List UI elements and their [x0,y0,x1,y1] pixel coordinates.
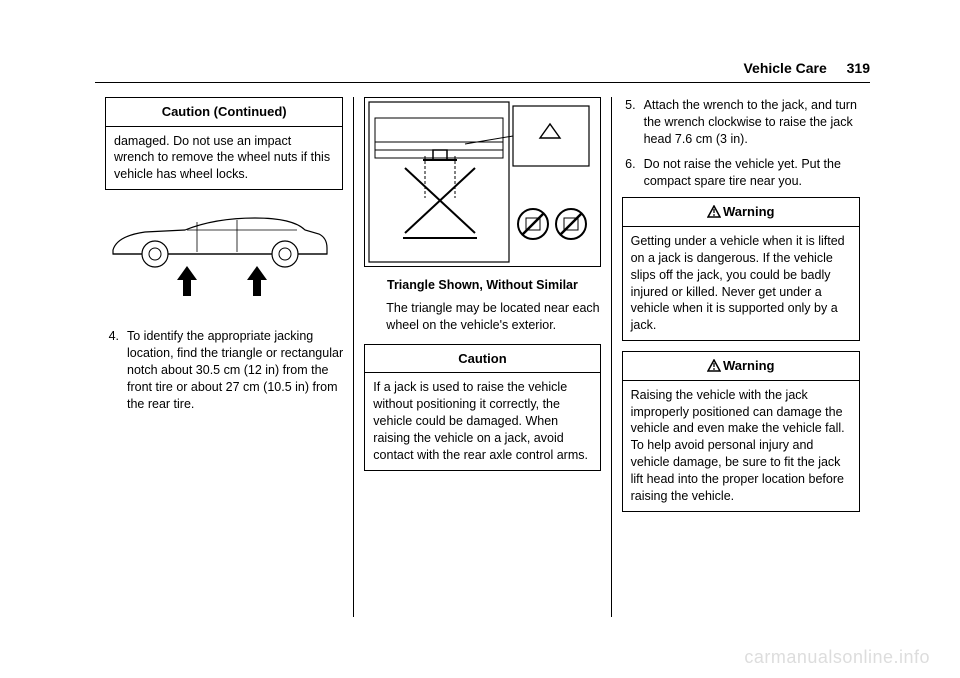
warning-body: Getting under a vehicle when it is lifte… [623,227,859,340]
watermark: carmanualsonline.info [744,647,930,668]
caution-box: Caution If a jack is used to raise the v… [364,344,600,471]
step-number: 4. [105,328,127,412]
jack-diagram [365,98,595,268]
warning-box-1: Warning Getting under a vehicle when it … [622,197,860,341]
warning-header: Warning [623,352,859,381]
page-number: 319 [847,60,870,76]
columns: Caution (Continued) damaged. Do not use … [95,97,870,617]
step-text: Do not raise the vehicle yet. Put the co… [644,156,860,190]
column-3: 5. Attach the wrench to the jack, and tu… [612,97,870,617]
step-text: To identify the appropriate jacking loca… [127,328,343,412]
caution-header: Caution (Continued) [106,98,342,127]
column-2: Triangle Shown, Without Similar The tria… [353,97,611,617]
warning-label: Warning [723,358,775,373]
warning-body: Raising the vehicle with the jack improp… [623,381,859,511]
caution-body: If a jack is used to raise the vehicle w… [365,373,599,469]
warning-triangle-icon [707,205,721,218]
column-1: Caution (Continued) damaged. Do not use … [95,97,353,617]
step-list-col1: 4. To identify the appropriate jacking l… [105,328,343,412]
step-list-col3: 5. Attach the wrench to the jack, and tu… [622,97,860,189]
jack-triangle-figure [364,97,600,267]
warning-triangle-icon [707,359,721,372]
warning-label: Warning [723,204,775,219]
caution-box-continued: Caution (Continued) damaged. Do not use … [105,97,343,190]
car-jack-points-figure [105,208,343,318]
figure-caption: Triangle Shown, Without Similar [364,277,600,294]
car-side-diagram [105,208,335,318]
section-title: Vehicle Care [743,60,826,76]
manual-page: Vehicle Care 319 Caution (Continued) dam… [95,60,870,640]
caution-body: damaged. Do not use an impact wrench to … [106,127,342,190]
step-number: 6. [622,156,644,190]
page-header: Vehicle Care 319 [95,60,870,83]
step-text: Attach the wrench to the jack, and turn … [644,97,860,148]
warning-header: Warning [623,198,859,227]
step-5: 5. Attach the wrench to the jack, and tu… [622,97,860,148]
step-number: 5. [622,97,644,148]
figure-description: The triangle may be located near each wh… [364,300,600,334]
caution-header: Caution [365,345,599,374]
step-4: 4. To identify the appropriate jacking l… [105,328,343,412]
step-6: 6. Do not raise the vehicle yet. Put the… [622,156,860,190]
warning-box-2: Warning Raising the vehicle with the jac… [622,351,860,512]
